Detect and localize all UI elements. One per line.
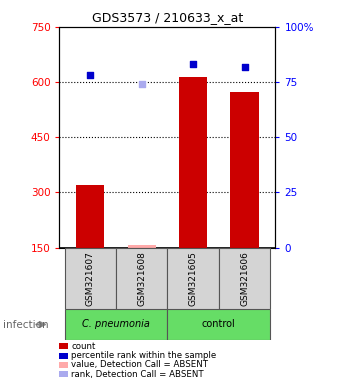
Text: GSM321607: GSM321607 [86,251,95,306]
Bar [219,248,270,309]
Text: percentile rank within the sample: percentile rank within the sample [71,351,217,360]
Bar [65,309,168,340]
Title: GDS3573 / 210633_x_at: GDS3573 / 210633_x_at [92,11,243,24]
Bar [76,185,104,248]
Bar [65,248,116,309]
Bar [179,77,207,248]
Point [139,81,144,87]
Bar [231,93,259,248]
Text: infection: infection [3,320,49,330]
Bar [116,248,167,309]
Bar [128,245,156,248]
Bar [167,248,219,309]
Text: GSM321605: GSM321605 [189,251,198,306]
Text: C. pneumonia: C. pneumonia [82,319,150,329]
Text: count: count [71,342,96,351]
Text: GSM321606: GSM321606 [240,251,249,306]
Bar [167,309,270,340]
Text: control: control [202,319,236,329]
Text: value, Detection Call = ABSENT: value, Detection Call = ABSENT [71,360,208,369]
Text: rank, Detection Call = ABSENT: rank, Detection Call = ABSENT [71,369,204,379]
Point [88,72,93,78]
Text: GSM321608: GSM321608 [137,251,146,306]
Point [242,63,247,70]
Point [190,61,196,68]
